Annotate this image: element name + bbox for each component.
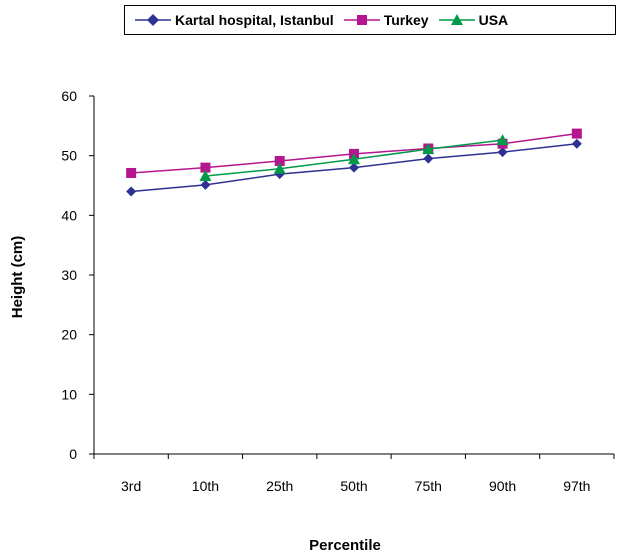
- legend-item-usa: USA: [438, 12, 509, 28]
- x-tick-label: 3rd: [121, 478, 141, 494]
- data-point: [571, 138, 582, 149]
- x-tick-label: 75th: [415, 478, 442, 494]
- data-point: [126, 186, 137, 197]
- x-tick-label: 50th: [340, 478, 367, 494]
- y-tick-label: 60: [61, 88, 77, 104]
- legend-label-usa: USA: [478, 12, 509, 28]
- y-axis-label: Height (cm): [9, 236, 26, 319]
- x-axis-label: Percentile: [309, 537, 381, 554]
- data-point: [126, 167, 137, 178]
- data-point: [422, 143, 435, 155]
- data-point: [349, 162, 359, 173]
- y-tick-label: 30: [61, 267, 77, 283]
- data-point: [348, 153, 360, 165]
- legend-item-kartal: Kartal hospital, Istanbul: [135, 12, 334, 28]
- axes: 0 10 20 30 40 50 60 3rd 10th 25th 50th 75th 90th 97th: [61, 88, 615, 494]
- data-point: [199, 169, 212, 181]
- legend-label-kartal: Kartal hospital, Istanbul: [175, 12, 334, 28]
- x-tick-label: 25th: [266, 478, 293, 494]
- legend-swatch-kartal: [135, 14, 171, 26]
- x-tick-label: 97th: [563, 478, 590, 494]
- data-point: [200, 162, 211, 173]
- data-point: [273, 162, 286, 174]
- series-kartal-hospital-istanbul: [126, 138, 582, 197]
- legend: Kartal hospital, Istanbul Turkey USA: [124, 5, 616, 35]
- series-usa: [199, 134, 509, 181]
- y-tick-label: 40: [61, 207, 77, 223]
- y-tick-label: 10: [61, 386, 77, 402]
- y-tick-label: 20: [61, 327, 77, 343]
- data-point: [200, 179, 211, 190]
- data-point: [497, 147, 508, 158]
- legend-swatch-turkey: [343, 15, 380, 25]
- series-layer: [126, 128, 582, 197]
- y-tick-label: 0: [69, 446, 77, 462]
- data-point: [423, 153, 434, 164]
- y-tick-label: 50: [61, 148, 77, 164]
- data-point: [571, 128, 582, 139]
- x-tick-label: 90th: [489, 478, 516, 494]
- legend-item-turkey: Turkey: [343, 12, 429, 28]
- data-point: [274, 156, 285, 167]
- legend-label-turkey: Turkey: [383, 12, 429, 28]
- x-tick-label: 10th: [192, 478, 219, 494]
- legend-swatch-usa: [438, 14, 475, 25]
- data-point: [496, 134, 509, 146]
